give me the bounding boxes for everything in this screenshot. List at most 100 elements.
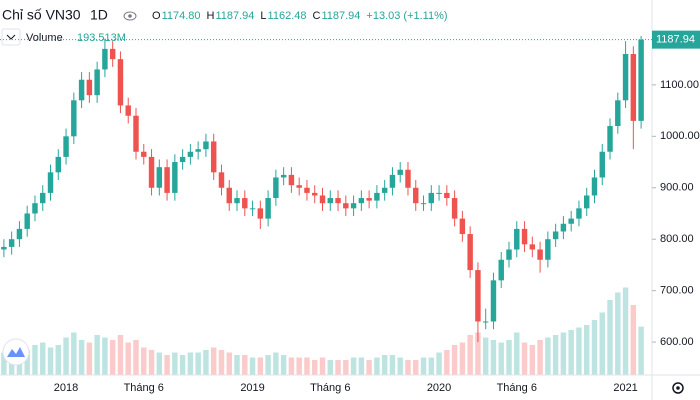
candle-body [413, 187, 419, 204]
candle-body [8, 239, 15, 247]
candle-body [638, 39, 644, 121]
candle-body [288, 174, 295, 186]
x-tick-label: 2019 [240, 382, 264, 394]
plot-area [1, 36, 644, 375]
volume-bar [319, 357, 326, 375]
volume-bar [172, 352, 178, 375]
volume-bar [55, 345, 62, 375]
volume-bar [576, 327, 582, 375]
volume-bar [599, 312, 605, 375]
ohlc-key: C [313, 10, 321, 22]
volume-bar [444, 350, 450, 375]
candle-body [312, 192, 318, 196]
volume-bar [63, 337, 69, 375]
volume-bar [630, 305, 637, 375]
volume-bar [475, 332, 481, 375]
candle-body [125, 105, 131, 116]
candle-body [420, 203, 427, 205]
volume-bar [514, 332, 520, 375]
candle-body [591, 177, 598, 196]
volume-bar [397, 357, 403, 375]
volume-bar [179, 355, 186, 375]
logo[interactable] [2, 338, 30, 366]
volume-bar [304, 357, 310, 375]
volume-bar [141, 347, 147, 375]
candle-body [234, 198, 240, 204]
volume-bar [413, 360, 419, 375]
volume-bar [482, 337, 489, 375]
volume-label: Volume [26, 32, 63, 44]
volume-bar [459, 342, 466, 375]
candle-body [319, 195, 326, 204]
candle-body [622, 54, 629, 101]
volume-bar [249, 357, 256, 375]
candle-body [405, 169, 411, 188]
volume-bar [265, 355, 271, 375]
volume-bar [568, 330, 574, 375]
candle-body [273, 177, 279, 199]
volume-bar [350, 357, 357, 375]
y-tick-label: 900.00 [660, 182, 694, 194]
volume-bar [389, 355, 396, 375]
volume-bar [187, 352, 194, 375]
volume-bar [374, 357, 380, 375]
volume-bar [1, 352, 7, 375]
volume-bar [148, 350, 155, 375]
candle-body [583, 195, 590, 209]
x-tick-label: Tháng 6 [124, 382, 164, 394]
x-tick-label: 2018 [54, 382, 78, 394]
volume-bar [164, 355, 170, 375]
volume-bar [156, 352, 163, 375]
y-tick-label: 1100.00 [660, 79, 699, 91]
volume-bar [273, 352, 279, 375]
candle-body [560, 223, 567, 232]
candle-body [490, 280, 497, 322]
candle-body [71, 100, 77, 137]
candle-body [343, 203, 349, 209]
y-tick-label: 600.00 [660, 336, 694, 348]
candle-body [78, 79, 85, 101]
volume-value: 193.513M [77, 32, 126, 44]
x-tick-label: 2020 [427, 382, 451, 394]
volume-bar [545, 337, 551, 375]
candle-body [451, 198, 458, 219]
volume-bar [242, 355, 248, 375]
settings-icon[interactable] [672, 382, 684, 394]
y-tick-label: 800.00 [660, 233, 694, 245]
candle-body [210, 141, 217, 173]
volume-bar [40, 342, 46, 375]
volume-bar [195, 352, 201, 375]
candle-body [242, 198, 248, 209]
candle-body [498, 259, 504, 281]
volume-bar [71, 332, 77, 375]
volume-bar [405, 360, 411, 375]
volume-bar [358, 357, 365, 375]
candle-body [63, 136, 69, 157]
volume-bar [234, 355, 240, 375]
candle-body [179, 156, 186, 163]
collapse-button[interactable] [1, 28, 21, 46]
volume-bar [615, 292, 621, 375]
volume-bar [498, 342, 504, 375]
candle-body [257, 208, 264, 219]
candle-body [109, 48, 116, 60]
volume-bar [529, 345, 536, 375]
candle-body [327, 198, 333, 204]
candle-body [195, 149, 201, 152]
volume-bar [24, 350, 30, 375]
candle-body [24, 213, 30, 229]
candle-body [156, 167, 163, 188]
volume-bar [296, 357, 302, 375]
candle-body [529, 244, 536, 250]
volume-bar [210, 347, 217, 375]
volume-bar [226, 352, 232, 375]
volume-bar [552, 335, 559, 375]
candle-body [203, 141, 209, 150]
candle-body [304, 187, 310, 193]
candle-body [397, 169, 403, 175]
ohlc-key: H [207, 10, 215, 22]
candle-body [615, 100, 621, 127]
candle-body [467, 234, 473, 271]
eye-icon[interactable] [123, 11, 137, 21]
volume-bar [622, 287, 629, 375]
